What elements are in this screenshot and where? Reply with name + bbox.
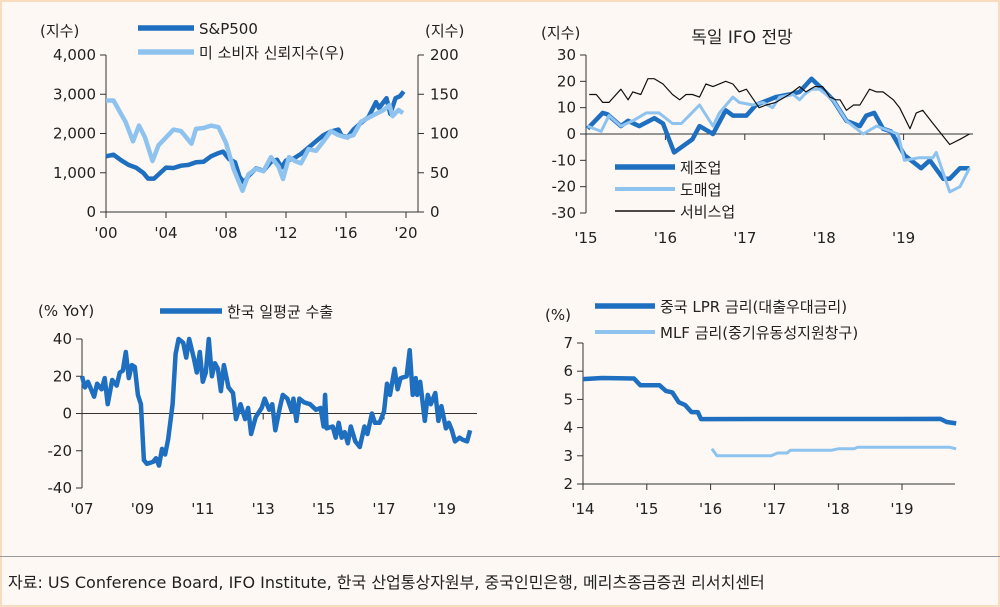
x-tick-label: '20 [394,224,417,242]
chart-china-rates: 7 6 5 4 3 2 '14 '15 '16 '17 '18 '19 (%) 중국 LPR 금리(대출우… [545,298,957,518]
x-tick-label: '19 [890,500,913,518]
legend-label: 미 소비자 신뢰지수(우) [199,44,344,62]
y-unit: (% YoY) [38,302,94,320]
y-tick-label: 2 [563,475,573,493]
y-tick-label: 40 [53,330,72,348]
y-tick-label: 20 [557,72,576,90]
x-tick-label: '16 [699,500,722,518]
legend-label: 제조업 [680,159,721,177]
y-tick-label: 20 [53,367,72,385]
chart-korea-exports: 40 20 0 -20 -40 '07 '09 '11 '13 '15 '17 '19 (% YoY) 한… [38,302,477,518]
chart-sp500: 4,000 3,000 2,000 1,000 0 200 150 100 50 0 (지수) '00… [40,20,464,242]
y-tick-label-right: 50 [430,164,449,182]
y-tick-label: 0 [566,125,576,143]
x-tick-label: '17 [763,500,786,518]
y-unit: (지수) [541,24,580,42]
x-tick-label: '12 [274,224,297,242]
y-tick-label: 2,000 [53,125,96,143]
series-line [589,78,970,146]
x-tick-label: '00 [94,224,117,242]
y-unit: (%) [545,306,571,324]
y-unit-right: (지수) [425,22,464,40]
y-tick-label-right: 200 [430,46,459,64]
y-tick-label: -30 [552,204,577,222]
y-tick-label-right: 150 [430,85,459,103]
x-tick-label: '15 [574,229,597,247]
x-tick-label: '04 [154,224,177,242]
legend-label: S&P500 [199,20,258,38]
y-unit: (지수) [40,22,79,40]
legend-label: 중국 LPR 금리(대출우대금리) [660,298,847,316]
footer-divider [0,556,1000,557]
x-tick-label: '15 [635,500,658,518]
y-tick-label: 1,000 [53,164,96,182]
y-tick-label: 0 [62,405,72,423]
y-tick-label: 30 [557,46,576,64]
y-tick-label: 3 [563,447,573,465]
series-line [79,336,473,468]
series-line [106,98,405,194]
x-tick-label: '07 [70,500,93,518]
chart-title: 독일 IFO 전망 [691,28,793,48]
legend-label: 서비스업 [680,203,735,221]
x-tick-label: '19 [433,500,456,518]
x-tick-label: '15 [312,500,335,518]
series-line [587,87,971,194]
y-tick-label: -40 [48,479,73,497]
y-tick-label: -10 [552,151,577,169]
y-tick-label: 6 [563,362,573,380]
x-tick-label: '08 [214,224,237,242]
legend-label: 도매업 [680,181,721,199]
y-tick-label: 4,000 [53,46,96,64]
y-tick-label: -20 [48,442,73,460]
y-tick-label: 7 [563,334,573,352]
x-tick-label: '11 [191,500,214,518]
y-tick-label: 10 [557,99,576,117]
x-tick-label: '13 [252,500,275,518]
legend-label: MLF 금리(중기유동성지원창구) [660,324,858,342]
x-tick-label: '17 [733,229,756,247]
source-note: 자료: US Conference Board, IFO Institute, … [8,573,765,592]
series-line [582,375,957,426]
x-tick-label: '16 [334,224,357,242]
y-tick-label: 5 [563,390,573,408]
chart-ifo: 30 20 10 0 -10 -20 -30 '15 '16 '17 '18 '19 (지수) 독일 IF… [541,24,973,247]
x-tick-label: '18 [813,229,836,247]
y-tick-label-right: 100 [430,125,459,143]
series-line [585,76,970,182]
x-tick-label: '19 [892,229,915,247]
y-tick-label: 0 [86,203,96,221]
x-tick-label: '14 [571,500,594,518]
x-tick-label: '17 [372,500,395,518]
y-tick-label: -20 [552,178,577,196]
series-line [710,445,957,458]
x-tick-label: '16 [654,229,677,247]
y-tick-label-right: 0 [430,203,440,221]
x-tick-label: '09 [131,500,154,518]
y-tick-label: 4 [563,419,573,437]
legend-label: 한국 일평균 수출 [227,303,333,321]
y-tick-label: 3,000 [53,85,96,103]
x-tick-label: '18 [827,500,850,518]
